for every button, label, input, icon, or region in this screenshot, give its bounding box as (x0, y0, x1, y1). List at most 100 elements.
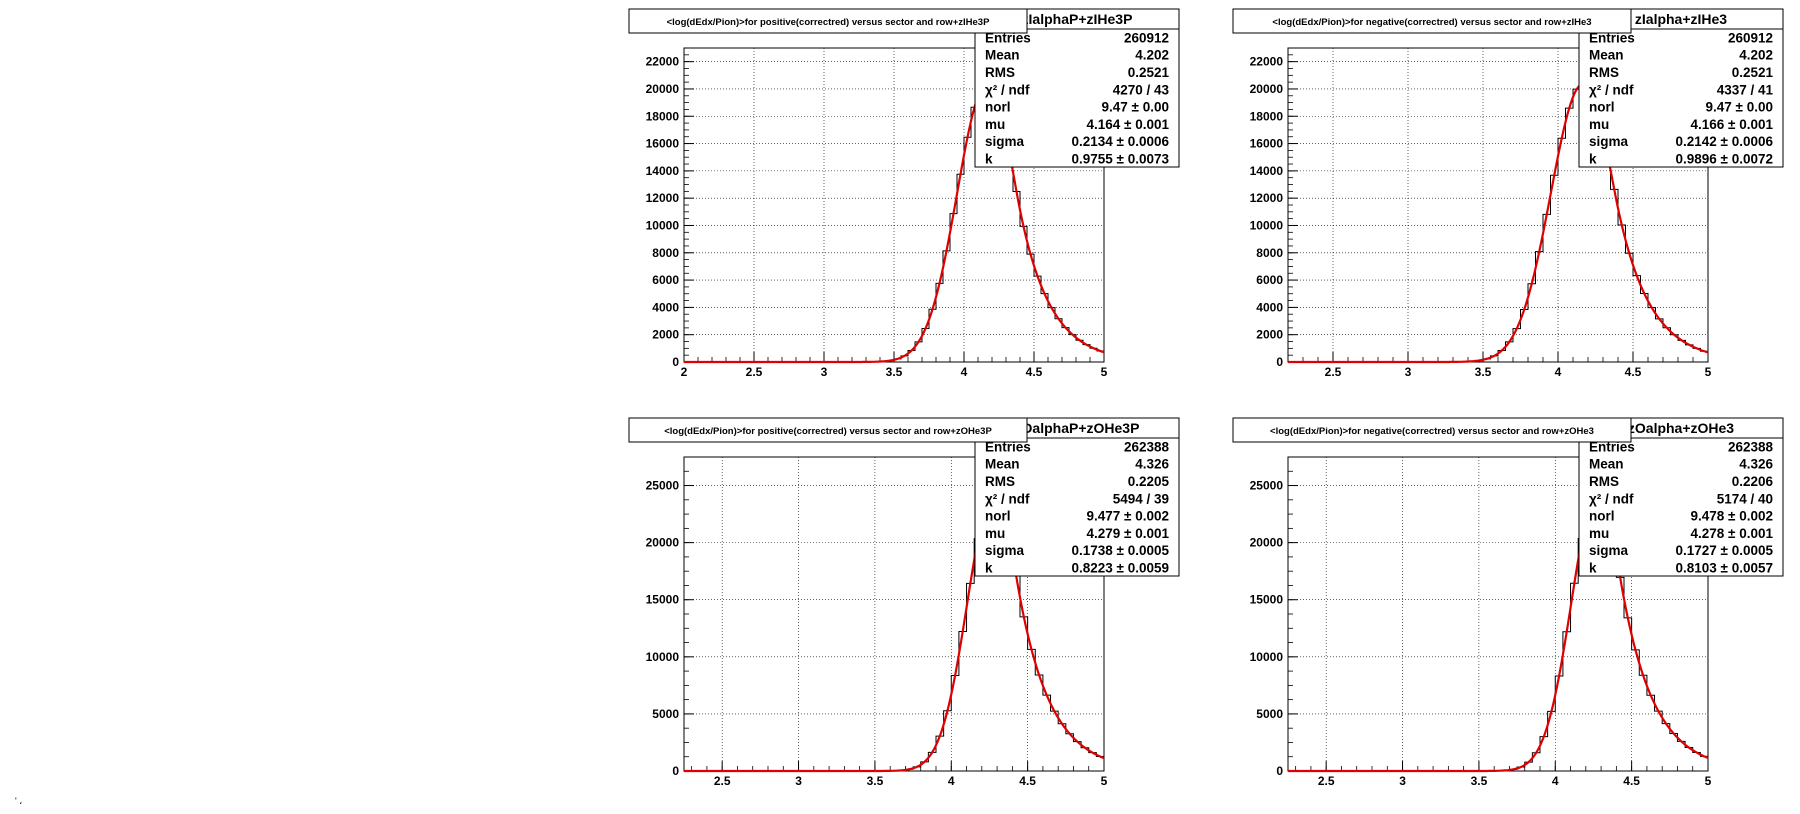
y-tick-label: 0 (1276, 764, 1283, 778)
y-tick-label: 10000 (1250, 218, 1284, 232)
stats-value: 4.326 (1739, 457, 1773, 472)
plot-title-box-front (1232, 8, 1632, 34)
stats-key: mu (1589, 117, 1609, 132)
stats-value: 0.2521 (1128, 65, 1170, 80)
stats-value: 0.8103 ± 0.0057 (1676, 560, 1774, 575)
histogram-panel-3: 2.5 3 3.5 4 4.5 5 0 5000 10000 15000 20000 25000 <lo… (628, 417, 1180, 788)
y-tick-label: 5000 (1256, 707, 1283, 721)
y-tick-label: 14000 (1250, 164, 1284, 178)
x-tick-label: 5 (1705, 365, 1712, 379)
stats-value: 4.202 (1739, 48, 1773, 63)
stats-value: 4.164 ± 0.001 (1087, 117, 1170, 132)
y-tick-label: 0 (672, 764, 679, 778)
y-tick-label: 15000 (1250, 593, 1284, 607)
stats-value: 4337 / 41 (1717, 82, 1774, 97)
stats-key: Entries (985, 30, 1031, 45)
stats-box (974, 8, 1180, 168)
x-tick-label: 4.5 (1026, 365, 1043, 379)
x-tick-label: 2.5 (714, 774, 731, 788)
stats-value: 0.8223 ± 0.0059 (1072, 560, 1170, 575)
x-tick-label: 4.5 (1019, 774, 1036, 788)
stats-key: k (985, 151, 993, 166)
stats-key: χ² / ndf (1589, 82, 1634, 97)
plot-title-box-front (1232, 417, 1632, 443)
histogram-name: zOalphaP+zOHe3P (1015, 420, 1140, 436)
x-tick-label: 2.5 (1325, 365, 1342, 379)
x-tick-label: 3.5 (886, 365, 903, 379)
x-tick-label: 3 (821, 365, 828, 379)
stats-box (1578, 8, 1784, 168)
stats-value: 4270 / 43 (1113, 82, 1170, 97)
y-tick-label: 20000 (1250, 82, 1284, 96)
stats-value: 9.47 ± 0.00 (1706, 100, 1773, 115)
stats-value: 4.279 ± 0.001 (1087, 526, 1170, 541)
stats-value: 0.1738 ± 0.0005 (1072, 543, 1170, 558)
plot-title-front: <log(dEdx/Pion)>for negative(correctred)… (1272, 17, 1591, 28)
y-tick-label: 20000 (646, 536, 680, 550)
x-tick-label: 2.5 (746, 365, 763, 379)
stats-key: Mean (985, 457, 1020, 472)
corner-mark: ' ، (15, 796, 23, 806)
stats-value: 0.2521 (1732, 65, 1774, 80)
y-tick-label: 16000 (1250, 137, 1284, 151)
stats-key: Mean (985, 48, 1020, 63)
y-tick-label: 10000 (646, 218, 680, 232)
stats-key: Mean (1589, 48, 1624, 63)
x-tick-label: 5 (1101, 365, 1108, 379)
x-tick-label: 4 (961, 365, 968, 379)
fit-curve (1288, 491, 1709, 773)
y-tick-label: 20000 (646, 82, 680, 96)
x-tick-label: 3 (1405, 365, 1412, 379)
y-tick-label: 12000 (1250, 191, 1284, 205)
x-tick-label: 3.5 (1475, 365, 1492, 379)
stats-key: sigma (1589, 134, 1629, 149)
stats-key: k (1589, 151, 1597, 166)
stats-key: sigma (985, 543, 1025, 558)
stats-value: 262388 (1124, 439, 1170, 454)
y-tick-label: 5000 (652, 707, 679, 721)
y-tick-label: 18000 (1250, 109, 1284, 123)
plot-title-box-front (628, 8, 1028, 34)
y-tick-label: 25000 (646, 479, 680, 493)
stats-key: RMS (1589, 474, 1619, 489)
stats-value: 4.278 ± 0.001 (1691, 526, 1774, 541)
stats-value: 9.477 ± 0.002 (1087, 509, 1169, 524)
y-tick-label: 4000 (1256, 300, 1283, 314)
y-tick-label: 8000 (1256, 246, 1283, 260)
x-tick-label: 4 (948, 774, 955, 788)
stats-key: sigma (985, 134, 1025, 149)
x-tick-label: 2.5 (1318, 774, 1335, 788)
plot-title-front: <log(dEdx/Pion)>for positive(correctred)… (667, 17, 990, 28)
stats-key: norl (985, 100, 1011, 115)
histogram-name: zIalphaP+zIHe3P (1022, 11, 1133, 27)
x-tick-label: 5 (1101, 774, 1108, 788)
y-tick-label: 6000 (652, 273, 679, 287)
stats-key: Entries (985, 439, 1031, 454)
y-tick-label: 4000 (652, 300, 679, 314)
x-tick-label: 3.5 (1471, 774, 1488, 788)
stats-key: k (1589, 560, 1597, 575)
stats-key: norl (1589, 100, 1615, 115)
histogram-panel-1: 2 2.5 3 3.5 4 4.5 5 0 2000 4000 6000 8000 10000 12000… (628, 8, 1180, 379)
x-tick-label: 4 (1552, 774, 1559, 788)
stats-value: 5174 / 40 (1717, 491, 1773, 506)
stats-key: RMS (1589, 65, 1619, 80)
y-tick-label: 10000 (646, 650, 680, 664)
stats-key: k (985, 560, 993, 575)
fit-curve (1288, 82, 1709, 364)
plot-title-box-front (628, 417, 1028, 443)
stats-key: Mean (1589, 457, 1624, 472)
stats-key: RMS (985, 65, 1015, 80)
stats-value: 4.202 (1135, 48, 1169, 63)
y-tick-label: 14000 (646, 164, 680, 178)
stats-value: 260912 (1728, 30, 1773, 45)
stats-value: 5494 / 39 (1113, 491, 1169, 506)
histogram-name: zIalpha+zIHe3 (1635, 11, 1727, 27)
y-tick-label: 0 (672, 355, 679, 369)
y-tick-label: 2000 (1256, 328, 1283, 342)
y-tick-label: 20000 (1250, 536, 1284, 550)
stats-value: 9.478 ± 0.002 (1691, 509, 1773, 524)
y-tick-label: 12000 (646, 191, 680, 205)
x-tick-label: 4.5 (1625, 365, 1642, 379)
